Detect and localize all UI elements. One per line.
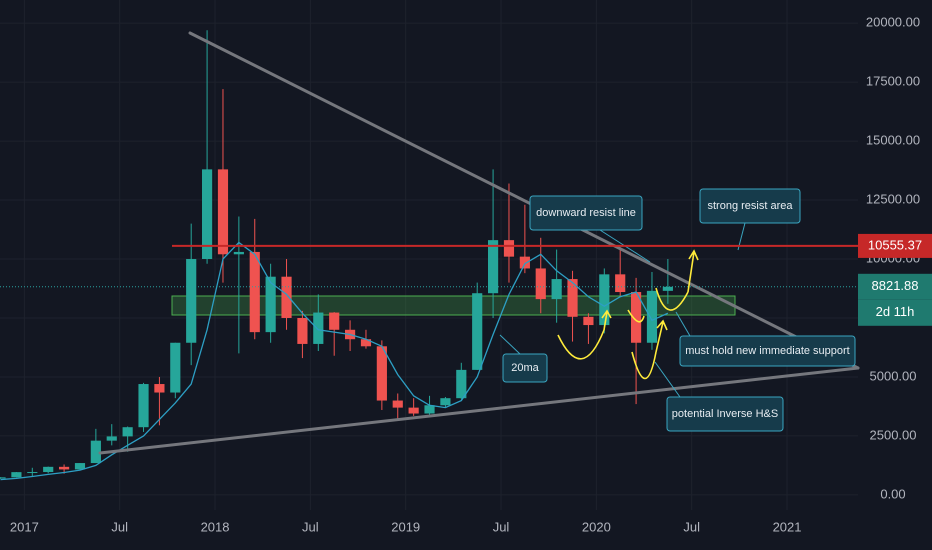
callout-box bbox=[699, 188, 801, 224]
x-tick-label: 2018 bbox=[201, 519, 230, 534]
candle-body bbox=[631, 292, 642, 343]
y-tick-label: 12500.00 bbox=[866, 191, 920, 206]
candle-body bbox=[567, 279, 578, 317]
x-tick-label: 2019 bbox=[391, 519, 420, 534]
candle-body bbox=[217, 169, 229, 255]
candle-body bbox=[313, 312, 324, 344]
shoulder-curve bbox=[557, 329, 605, 360]
head-curve bbox=[631, 351, 657, 379]
projection-arrow bbox=[687, 249, 699, 293]
resistance-label-box bbox=[858, 233, 932, 258]
shoulder-arrow bbox=[601, 309, 612, 331]
y-tick-label: 15000.00 bbox=[866, 133, 920, 148]
candle-body bbox=[0, 477, 6, 479]
candle-body bbox=[186, 259, 197, 343]
callout-box bbox=[666, 396, 784, 432]
candle-body bbox=[170, 342, 181, 393]
callout-box bbox=[679, 335, 856, 367]
candle-body bbox=[11, 472, 22, 478]
callout-text: 20ma bbox=[511, 362, 539, 374]
candle-body bbox=[106, 436, 117, 441]
y-tick-label: 5000.00 bbox=[870, 368, 917, 383]
candle-body bbox=[599, 274, 610, 326]
candle-body bbox=[376, 346, 387, 401]
candle-body bbox=[535, 268, 546, 300]
candle-body bbox=[519, 256, 530, 269]
candle-body bbox=[440, 398, 451, 406]
grid bbox=[0, 0, 858, 510]
resistance-label: 10555.37 bbox=[868, 237, 922, 252]
candle-body bbox=[583, 316, 594, 326]
x-tick-label: 2021 bbox=[773, 519, 802, 534]
projection-curve bbox=[655, 287, 689, 311]
candle-body bbox=[662, 286, 673, 291]
candle-body bbox=[202, 169, 213, 260]
x-tick-label: 2017 bbox=[10, 519, 39, 534]
last-price-label: 8821.88 bbox=[872, 278, 919, 293]
candle-body bbox=[281, 276, 292, 318]
candles bbox=[0, 30, 673, 481]
candle-body bbox=[329, 312, 340, 330]
last-price-box bbox=[858, 273, 932, 300]
candle-body bbox=[488, 240, 499, 294]
callout-text: downward resist line bbox=[536, 207, 636, 219]
candle-body bbox=[360, 339, 372, 347]
callout-leader bbox=[499, 334, 521, 355]
callout-leader bbox=[654, 361, 681, 398]
candle-body bbox=[74, 463, 86, 470]
candle-body bbox=[43, 466, 54, 473]
candle-body bbox=[122, 427, 133, 437]
x-tick-label: Jul bbox=[302, 519, 319, 534]
countdown-box bbox=[858, 299, 932, 326]
candle-body bbox=[233, 251, 244, 255]
candle-body bbox=[154, 384, 165, 393]
candle-body bbox=[424, 405, 435, 414]
candle-body bbox=[472, 293, 483, 370]
candle-body bbox=[551, 279, 562, 300]
candle-body bbox=[265, 276, 276, 333]
ascending-trendline bbox=[98, 366, 860, 455]
callout-box bbox=[502, 353, 548, 383]
annotations: downward resist line strong resist area 20… bbox=[499, 188, 856, 432]
callout-text: must hold new immediate support bbox=[685, 345, 849, 357]
ma-line bbox=[0, 241, 669, 481]
descending-trendline bbox=[188, 31, 860, 370]
callout-text: potential Inverse H&S bbox=[672, 408, 778, 420]
candle-body bbox=[456, 369, 467, 399]
candle-body bbox=[646, 290, 658, 343]
callout-leader bbox=[675, 311, 691, 337]
candle-body bbox=[615, 274, 626, 293]
callout-box bbox=[529, 195, 643, 231]
y-tick-label: 2500.00 bbox=[870, 427, 917, 442]
callout-text: strong resist area bbox=[708, 200, 794, 212]
candle-body bbox=[27, 472, 38, 474]
candle-body bbox=[59, 466, 70, 470]
x-tick-label: Jul bbox=[111, 519, 128, 534]
x-tick-label: Jul bbox=[683, 519, 700, 534]
candle-body bbox=[392, 400, 403, 408]
x-tick-label: 2020 bbox=[582, 519, 611, 534]
y-tick-label: 20000.00 bbox=[866, 15, 920, 30]
candle-body bbox=[297, 317, 308, 344]
y-tick-label: 17500.00 bbox=[866, 74, 920, 89]
candle-body bbox=[249, 251, 260, 333]
candle-body bbox=[503, 240, 515, 257]
head-arrow bbox=[655, 319, 668, 353]
y-tick-label: 0.00 bbox=[880, 486, 905, 501]
x-tick-label: Jul bbox=[493, 519, 510, 534]
candle-body bbox=[408, 407, 419, 414]
small-curve bbox=[627, 309, 645, 323]
countdown-label: 2d 11h bbox=[876, 304, 915, 319]
candle-body bbox=[138, 384, 149, 428]
candle-body bbox=[90, 440, 101, 464]
